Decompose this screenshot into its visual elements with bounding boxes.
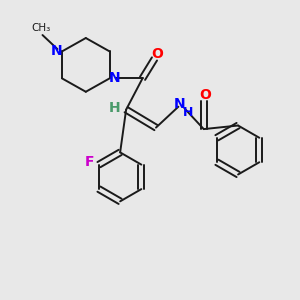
Text: F: F: [85, 155, 94, 169]
Text: N: N: [174, 97, 186, 111]
Text: O: O: [199, 88, 211, 102]
Text: H: H: [109, 101, 121, 115]
Text: CH₃: CH₃: [32, 23, 51, 34]
Text: O: O: [151, 47, 163, 61]
Text: N: N: [109, 71, 121, 85]
Text: N: N: [51, 44, 62, 58]
Text: H: H: [183, 106, 193, 119]
